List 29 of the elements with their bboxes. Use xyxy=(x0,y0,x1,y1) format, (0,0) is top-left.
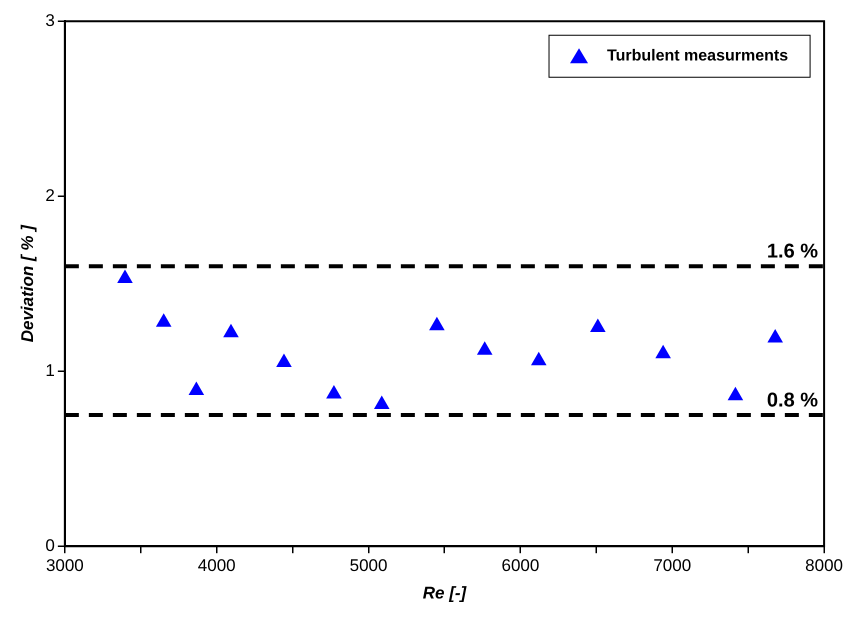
y-tick-label: 2 xyxy=(45,186,55,205)
legend-label: Turbulent measurments xyxy=(607,48,788,65)
point xyxy=(326,385,342,398)
point xyxy=(374,396,390,409)
point xyxy=(768,329,783,342)
point xyxy=(118,270,132,283)
point xyxy=(276,354,292,367)
ref-line-label: 0.8 % xyxy=(766,389,818,412)
point xyxy=(590,318,606,332)
x-axis-title: Re [-] xyxy=(422,583,468,602)
y-tick-label: 1 xyxy=(45,360,55,380)
point xyxy=(188,382,204,395)
ref-line-label: 1.6 % xyxy=(766,240,818,263)
point xyxy=(224,324,238,338)
y-tick-label: 0 xyxy=(45,536,55,555)
x-tick-label: 7000 xyxy=(653,556,692,576)
x-tick-label: 4000 xyxy=(198,556,236,576)
point xyxy=(656,345,671,358)
point xyxy=(156,314,172,327)
point xyxy=(429,317,444,330)
x-tick-label: 6000 xyxy=(501,556,540,576)
x-tick-label: 8000 xyxy=(805,556,844,576)
point xyxy=(531,352,546,366)
y-tick-label: 3 xyxy=(45,10,55,30)
point xyxy=(728,387,743,400)
y-axis-title: Deviation [ % ] xyxy=(18,224,37,342)
x-tick-label: 5000 xyxy=(350,556,388,576)
x-tick-label: 3000 xyxy=(46,556,84,576)
point xyxy=(477,342,492,355)
